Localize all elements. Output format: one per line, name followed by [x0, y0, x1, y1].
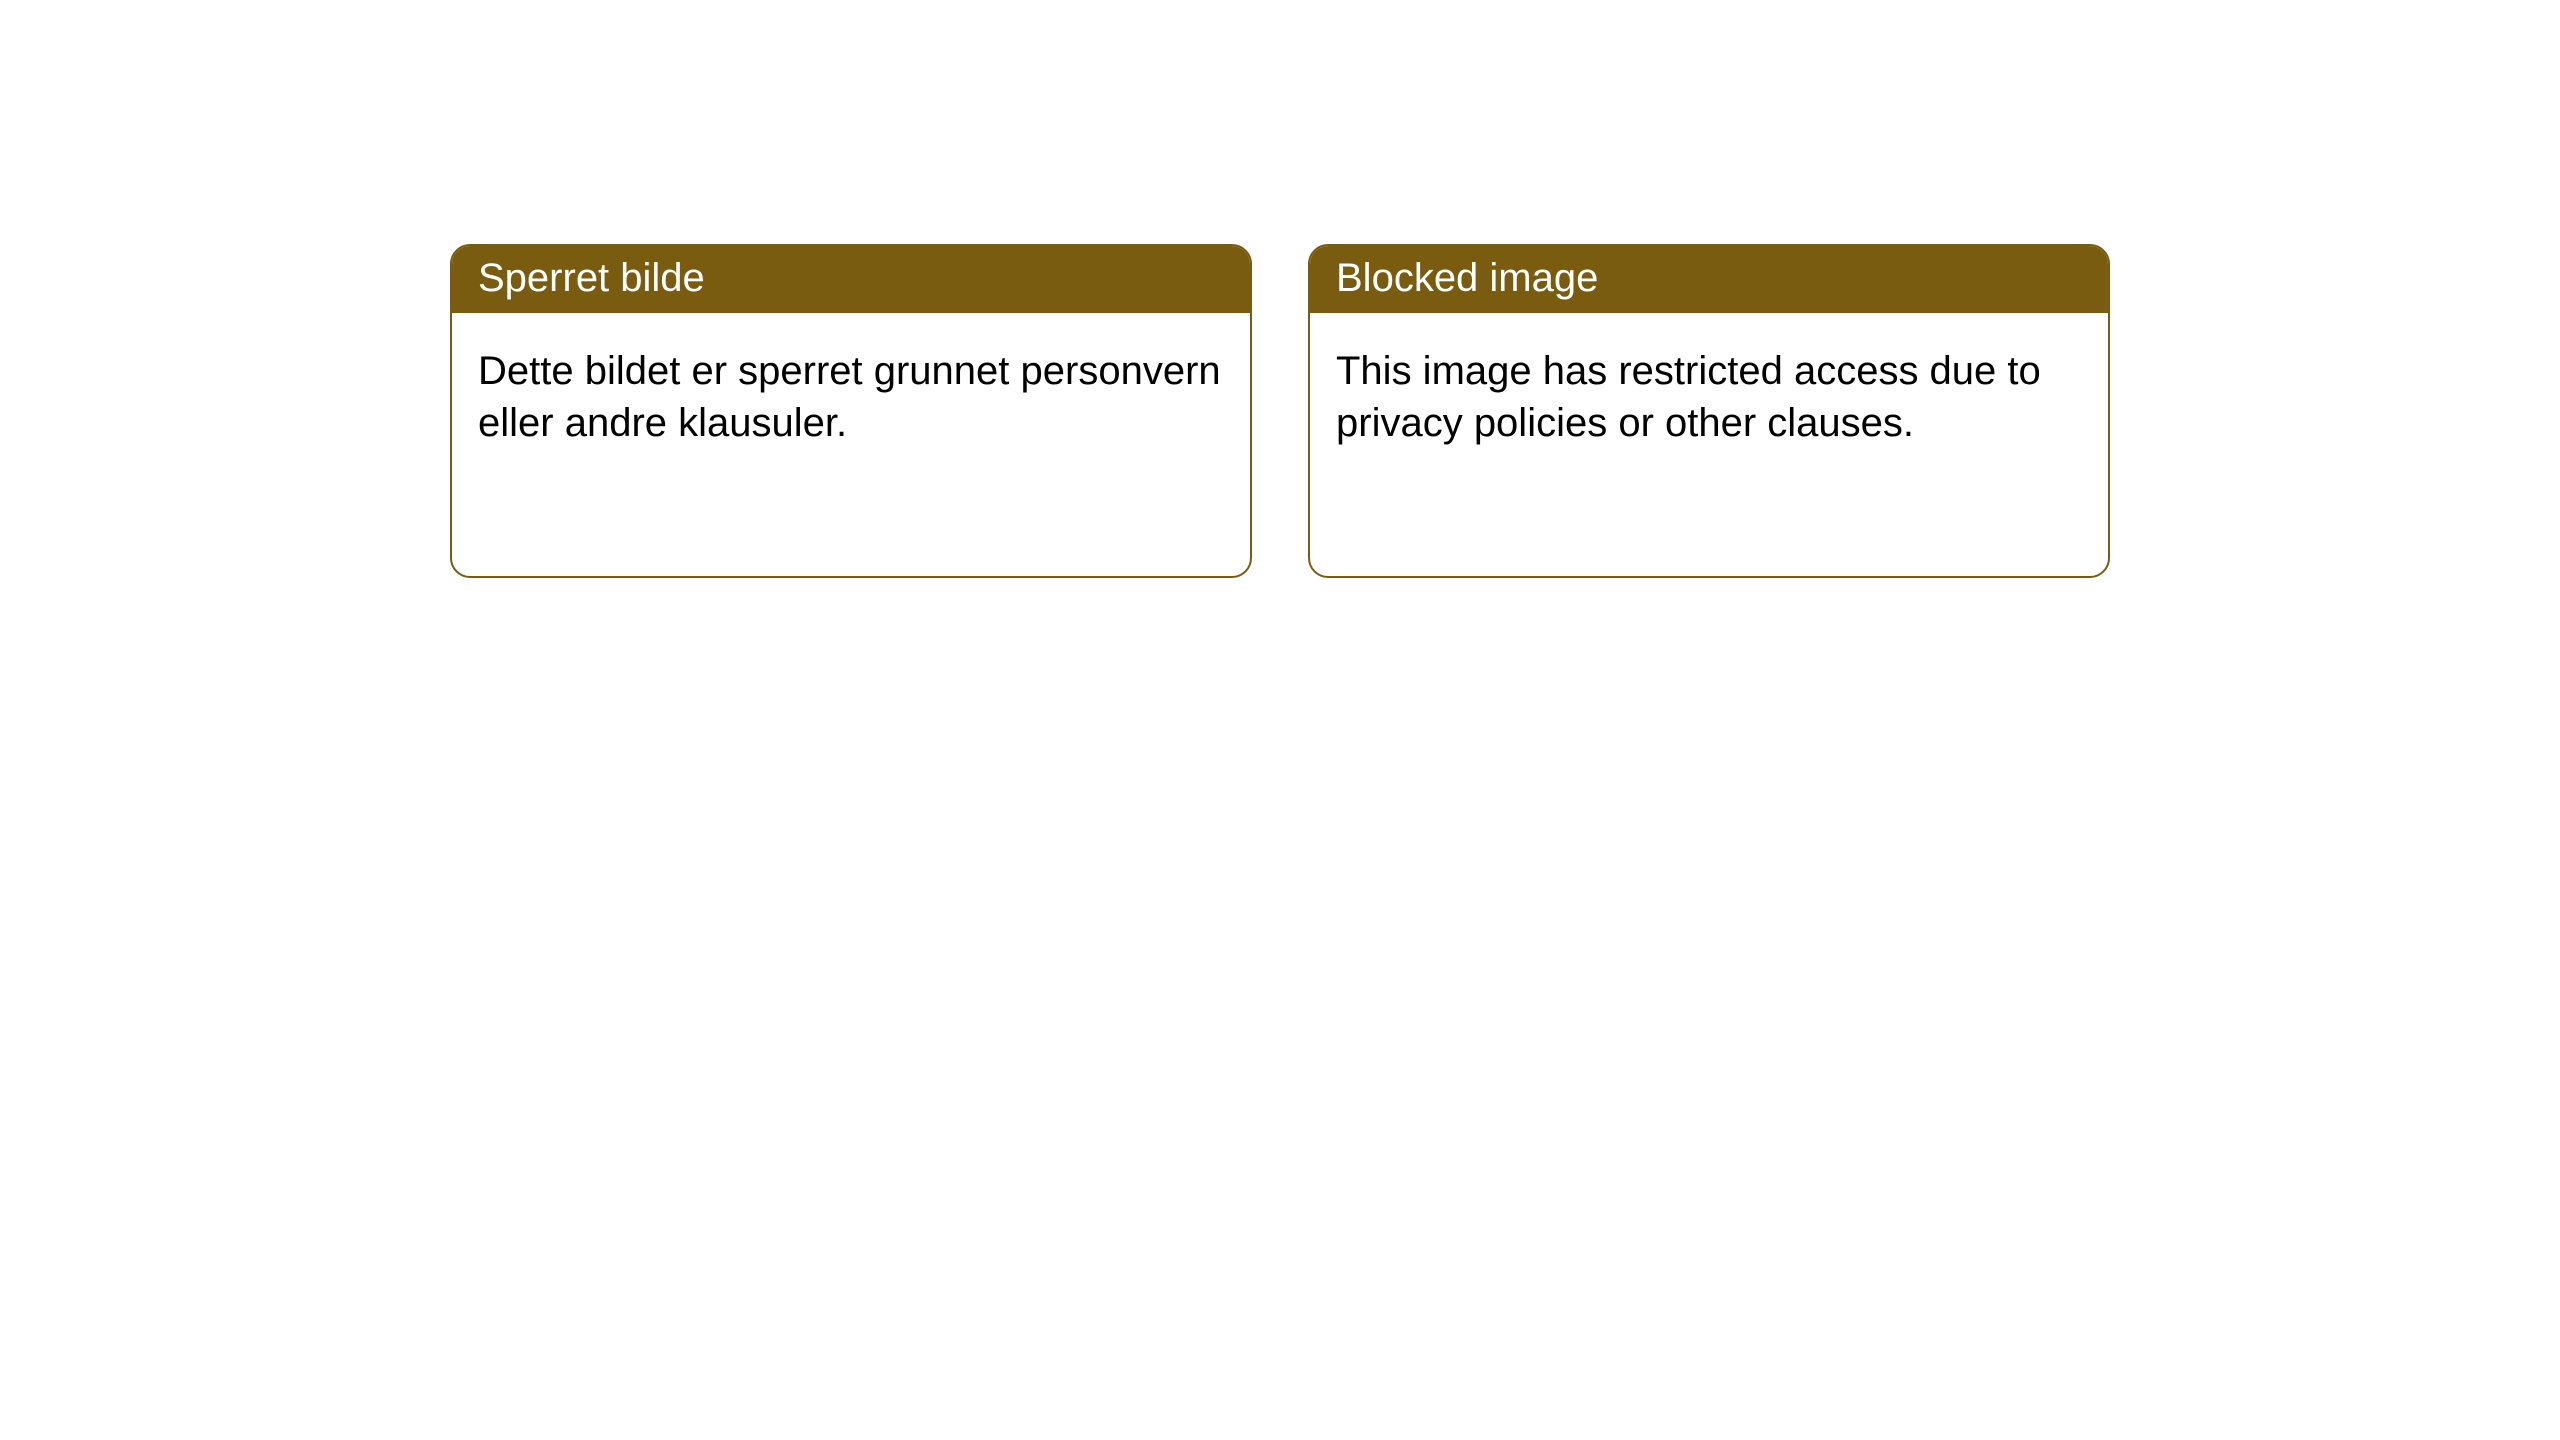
- card-header-no: Sperret bilde: [452, 246, 1250, 313]
- card-body-no: Dette bildet er sperret grunnet personve…: [452, 313, 1250, 481]
- card-text-en: This image has restricted access due to …: [1336, 349, 2041, 445]
- card-title-en: Blocked image: [1336, 256, 1598, 300]
- blocked-image-card-no: Sperret bilde Dette bildet er sperret gr…: [450, 244, 1252, 578]
- cards-container: Sperret bilde Dette bildet er sperret gr…: [0, 0, 2560, 578]
- card-header-en: Blocked image: [1310, 246, 2108, 313]
- card-body-en: This image has restricted access due to …: [1310, 313, 2108, 481]
- blocked-image-card-en: Blocked image This image has restricted …: [1308, 244, 2110, 578]
- card-title-no: Sperret bilde: [478, 256, 705, 300]
- card-text-no: Dette bildet er sperret grunnet personve…: [478, 349, 1221, 445]
